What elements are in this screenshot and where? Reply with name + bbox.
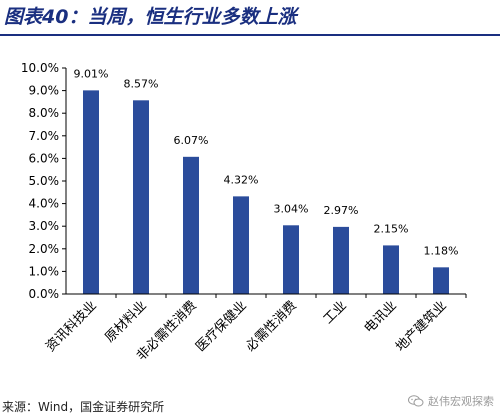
bar [183, 156, 199, 294]
bar [283, 225, 299, 294]
y-tick-label: 3.0% [29, 219, 60, 233]
wechat-icon [408, 395, 424, 407]
category-label: 工业 [321, 298, 350, 327]
bar [83, 90, 99, 295]
watermark: 赵伟宏观探索 [408, 393, 494, 409]
bar [133, 100, 149, 295]
value-label: 3.04% [274, 202, 309, 215]
chart-title: 图表40：当周，恒生行业多数上涨 [4, 6, 297, 28]
y-tick-label: 7.0% [29, 129, 60, 143]
value-label: 2.15% [374, 222, 409, 235]
value-labels: 9.01% 8.57% 6.07% 4.32% 3.04% 2.97% 2.15% 1.18% [74, 67, 459, 257]
y-tick-label: 1.0% [29, 264, 60, 278]
value-label: 6.07% [174, 134, 209, 147]
bar [383, 245, 399, 294]
y-axis: 0.0% 1.0% 2.0% 3.0% 4.0% 5.0% 6.0% 7.0% 8.0% 9.0%… [21, 61, 67, 301]
category-label: 原材料业 [102, 298, 149, 345]
y-tick-label: 9.0% [29, 84, 60, 98]
value-label: 8.57% [124, 77, 159, 90]
value-label: 9.01% [74, 67, 109, 80]
value-label: 1.18% [424, 244, 459, 257]
bar [333, 226, 349, 294]
bars [83, 90, 449, 295]
category-label: 医疗保健业 [193, 298, 250, 355]
value-label: 4.32% [224, 173, 259, 186]
category-label: 电讯业 [362, 298, 400, 336]
value-label: 2.97% [324, 204, 359, 217]
bar [233, 196, 249, 294]
title-divider [0, 34, 500, 36]
y-tick-label: 10.0% [21, 61, 59, 75]
category-label: 地产建筑业 [393, 298, 450, 355]
y-tick-label: 4.0% [29, 197, 60, 211]
watermark-text: 赵伟宏观探索 [428, 395, 494, 408]
bar-chart: 0.0% 1.0% 2.0% 3.0% 4.0% 5.0% 6.0% 7.0% 8.0% 9.0%… [21, 61, 467, 364]
source-note: 来源：Wind，国金证券研究所 [2, 400, 165, 414]
y-tick-label: 5.0% [29, 174, 60, 188]
category-label: 资讯科技业 [43, 298, 100, 355]
y-tick-label: 0.0% [29, 287, 60, 301]
bar [433, 267, 449, 294]
y-tick-label: 8.0% [29, 106, 60, 120]
y-tick-label: 6.0% [29, 151, 60, 165]
category-label: 必需性消费 [243, 298, 300, 355]
y-tick-label: 2.0% [29, 242, 60, 256]
